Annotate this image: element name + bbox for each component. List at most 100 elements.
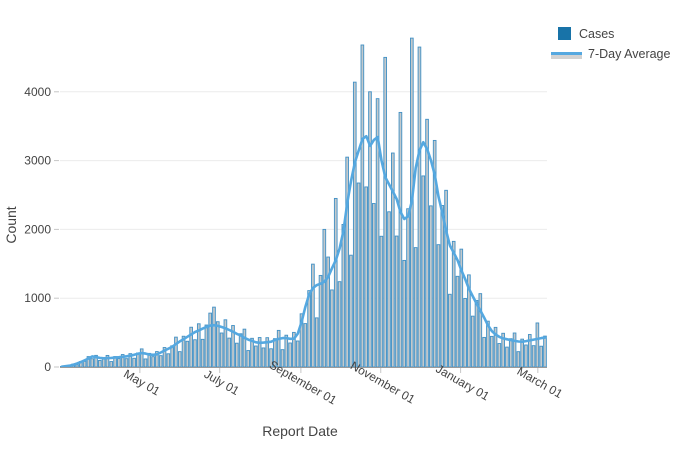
cases-bar[interactable] (349, 254, 353, 368)
cases-bar[interactable] (215, 321, 220, 368)
cases-bar[interactable] (124, 358, 129, 368)
cases-bar[interactable] (371, 203, 376, 368)
cases-bar[interactable] (254, 345, 258, 368)
cases-bar[interactable] (284, 334, 289, 368)
cases-bar[interactable] (440, 205, 445, 368)
cases-bar[interactable] (235, 342, 239, 368)
cases-bar[interactable] (295, 340, 300, 368)
cases-bar[interactable] (489, 335, 494, 368)
cases-bar[interactable] (341, 223, 346, 368)
cases-bar[interactable] (448, 293, 452, 368)
cases-bar[interactable] (417, 46, 422, 368)
cases-bar[interactable] (219, 332, 224, 368)
cases-bar[interactable] (227, 337, 232, 368)
cases-bar[interactable] (117, 358, 121, 368)
cases-bar[interactable] (303, 323, 308, 368)
cases-bar[interactable] (451, 240, 456, 368)
cases-bar[interactable] (531, 345, 536, 368)
x-tick-label: March 01 (515, 364, 566, 401)
cases-bar[interactable] (368, 91, 372, 368)
cases-bar[interactable] (524, 344, 528, 368)
cases-bar[interactable] (364, 186, 368, 368)
cases-bar[interactable] (174, 336, 178, 368)
cases-bar[interactable] (436, 244, 441, 368)
cases-bar[interactable] (166, 353, 171, 368)
cases-bar[interactable] (193, 339, 197, 368)
cases-bar[interactable] (82, 360, 87, 368)
cases-bar[interactable] (360, 44, 365, 368)
cases-bar[interactable] (470, 315, 475, 368)
cases-bars-series[interactable] (60, 37, 547, 368)
cases-bar[interactable] (398, 111, 403, 368)
cases-bar[interactable] (508, 338, 513, 368)
y-axis-title: Count (3, 206, 19, 243)
legend-item-cases[interactable]: Cases (558, 27, 614, 41)
cases-bar[interactable] (352, 81, 357, 368)
cases-bar[interactable] (151, 356, 155, 368)
cases-bar[interactable] (314, 317, 319, 368)
cases-bar[interactable] (543, 335, 547, 368)
cases-bar[interactable] (200, 338, 205, 368)
cases-bar[interactable] (212, 306, 216, 368)
cases-bar[interactable] (322, 228, 327, 368)
cases-bar[interactable] (394, 235, 399, 368)
cases-bar[interactable] (177, 351, 182, 368)
cases-bar[interactable] (139, 348, 144, 368)
cases-bar[interactable] (246, 350, 251, 368)
seven-day-average-line[interactable] (60, 134, 547, 368)
cases-bar[interactable] (98, 360, 102, 368)
cases-bar[interactable] (482, 336, 486, 368)
cases-swatch-icon (558, 27, 571, 40)
legend: Cases 7-Day Average (551, 27, 671, 61)
cases-bar[interactable] (512, 332, 517, 368)
cases-bar[interactable] (356, 182, 361, 368)
x-axis-title: Report Date (262, 423, 338, 439)
cases-bar[interactable] (132, 357, 136, 368)
x-tick-label: July 01 (202, 367, 242, 398)
cases-bar[interactable] (391, 152, 395, 368)
cases-bar[interactable] (539, 345, 543, 368)
y-tick-label: 0 (44, 360, 51, 374)
cases-bar[interactable] (318, 274, 323, 368)
cases-bar[interactable] (261, 347, 266, 368)
cases-bar[interactable] (333, 197, 338, 368)
cases-bar[interactable] (379, 235, 384, 368)
cases-bar[interactable] (311, 263, 315, 368)
cases-bar[interactable] (463, 298, 467, 368)
cases-bar[interactable] (505, 346, 509, 368)
cases-bar[interactable] (170, 345, 174, 368)
cases-bar[interactable] (387, 211, 391, 368)
seven-day-average-path[interactable] (60, 134, 547, 368)
cases-bar[interactable] (535, 322, 540, 368)
cases-bar[interactable] (474, 299, 479, 368)
cases-bar[interactable] (158, 355, 163, 368)
cases-bar[interactable] (242, 328, 247, 368)
cases-bar[interactable] (143, 358, 148, 368)
cases-bar[interactable] (425, 118, 429, 368)
cases-bar[interactable] (383, 56, 388, 368)
cases-bar[interactable] (429, 205, 433, 368)
cases-bar[interactable] (204, 324, 209, 368)
cases-bar[interactable] (497, 343, 502, 368)
y-tick-label: 2000 (24, 222, 51, 236)
cases-bar[interactable] (337, 281, 342, 368)
cases-bar[interactable] (444, 189, 448, 368)
cases-bar[interactable] (250, 337, 254, 368)
cases-bar[interactable] (421, 175, 426, 368)
cases-bar[interactable] (455, 275, 460, 368)
cases-bar[interactable] (90, 358, 95, 368)
cases-bar[interactable] (109, 361, 114, 368)
cases-bar[interactable] (330, 289, 334, 368)
cases-bar[interactable] (238, 333, 243, 368)
cases-bar[interactable] (208, 312, 212, 368)
cases-bar[interactable] (288, 342, 292, 368)
legend-item-7day-average[interactable]: 7-Day Average (551, 47, 671, 61)
cases-bar[interactable] (406, 208, 410, 368)
cases-bar[interactable] (478, 293, 483, 368)
cases-bar[interactable] (185, 340, 190, 368)
cases-bar[interactable] (413, 247, 418, 368)
cases-bar[interactable] (516, 351, 521, 368)
cases-bar[interactable] (402, 259, 407, 368)
cases-bar[interactable] (345, 156, 349, 368)
